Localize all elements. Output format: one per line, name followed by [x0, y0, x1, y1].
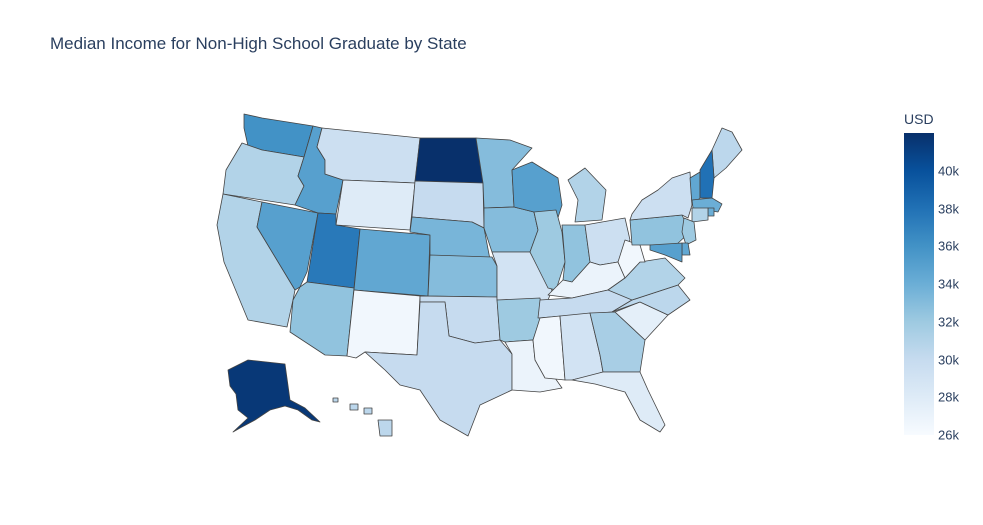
state-ri[interactable] — [707, 207, 715, 217]
colorbar-tick-label: 32k — [938, 314, 959, 330]
state-hi[interactable] — [332, 397, 393, 437]
state-ks[interactable] — [427, 254, 498, 298]
state-mi[interactable] — [567, 167, 607, 223]
state-nd[interactable] — [414, 137, 484, 184]
colorbar-tick-label: 28k — [938, 389, 959, 405]
state-tx[interactable] — [364, 301, 513, 437]
state-ct[interactable] — [691, 207, 709, 223]
colorbar-tick-label: 40k — [938, 163, 959, 179]
colorbar-tick-label: 30k — [938, 352, 959, 367]
state-il[interactable] — [529, 209, 566, 291]
colorbar-title: USD — [904, 111, 934, 127]
state-az[interactable] — [289, 281, 355, 357]
state-nh[interactable] — [699, 149, 715, 199]
state-ny[interactable] — [629, 171, 693, 221]
state-fl[interactable] — [571, 371, 666, 433]
colorbar-tick-label: 26k — [938, 427, 959, 443]
state-me[interactable] — [711, 127, 743, 179]
chart-title: Median Income for Non-High School Gradua… — [50, 34, 467, 53]
state-nj[interactable] — [681, 217, 697, 246]
colorbar-tick-label: 36k — [938, 238, 959, 254]
state-wy[interactable] — [335, 179, 416, 231]
state-nm[interactable] — [346, 289, 421, 359]
colorbar-tick-label: 38k — [938, 201, 959, 216]
state-ia[interactable] — [483, 206, 539, 253]
state-mt[interactable] — [316, 127, 421, 184]
state-de[interactable] — [681, 242, 691, 256]
colorbar — [904, 133, 934, 435]
state-md[interactable] — [649, 242, 683, 263]
state-co[interactable] — [353, 228, 431, 297]
state-ak[interactable] — [227, 359, 321, 433]
colorbar-tick-label: 34k — [938, 276, 959, 292]
